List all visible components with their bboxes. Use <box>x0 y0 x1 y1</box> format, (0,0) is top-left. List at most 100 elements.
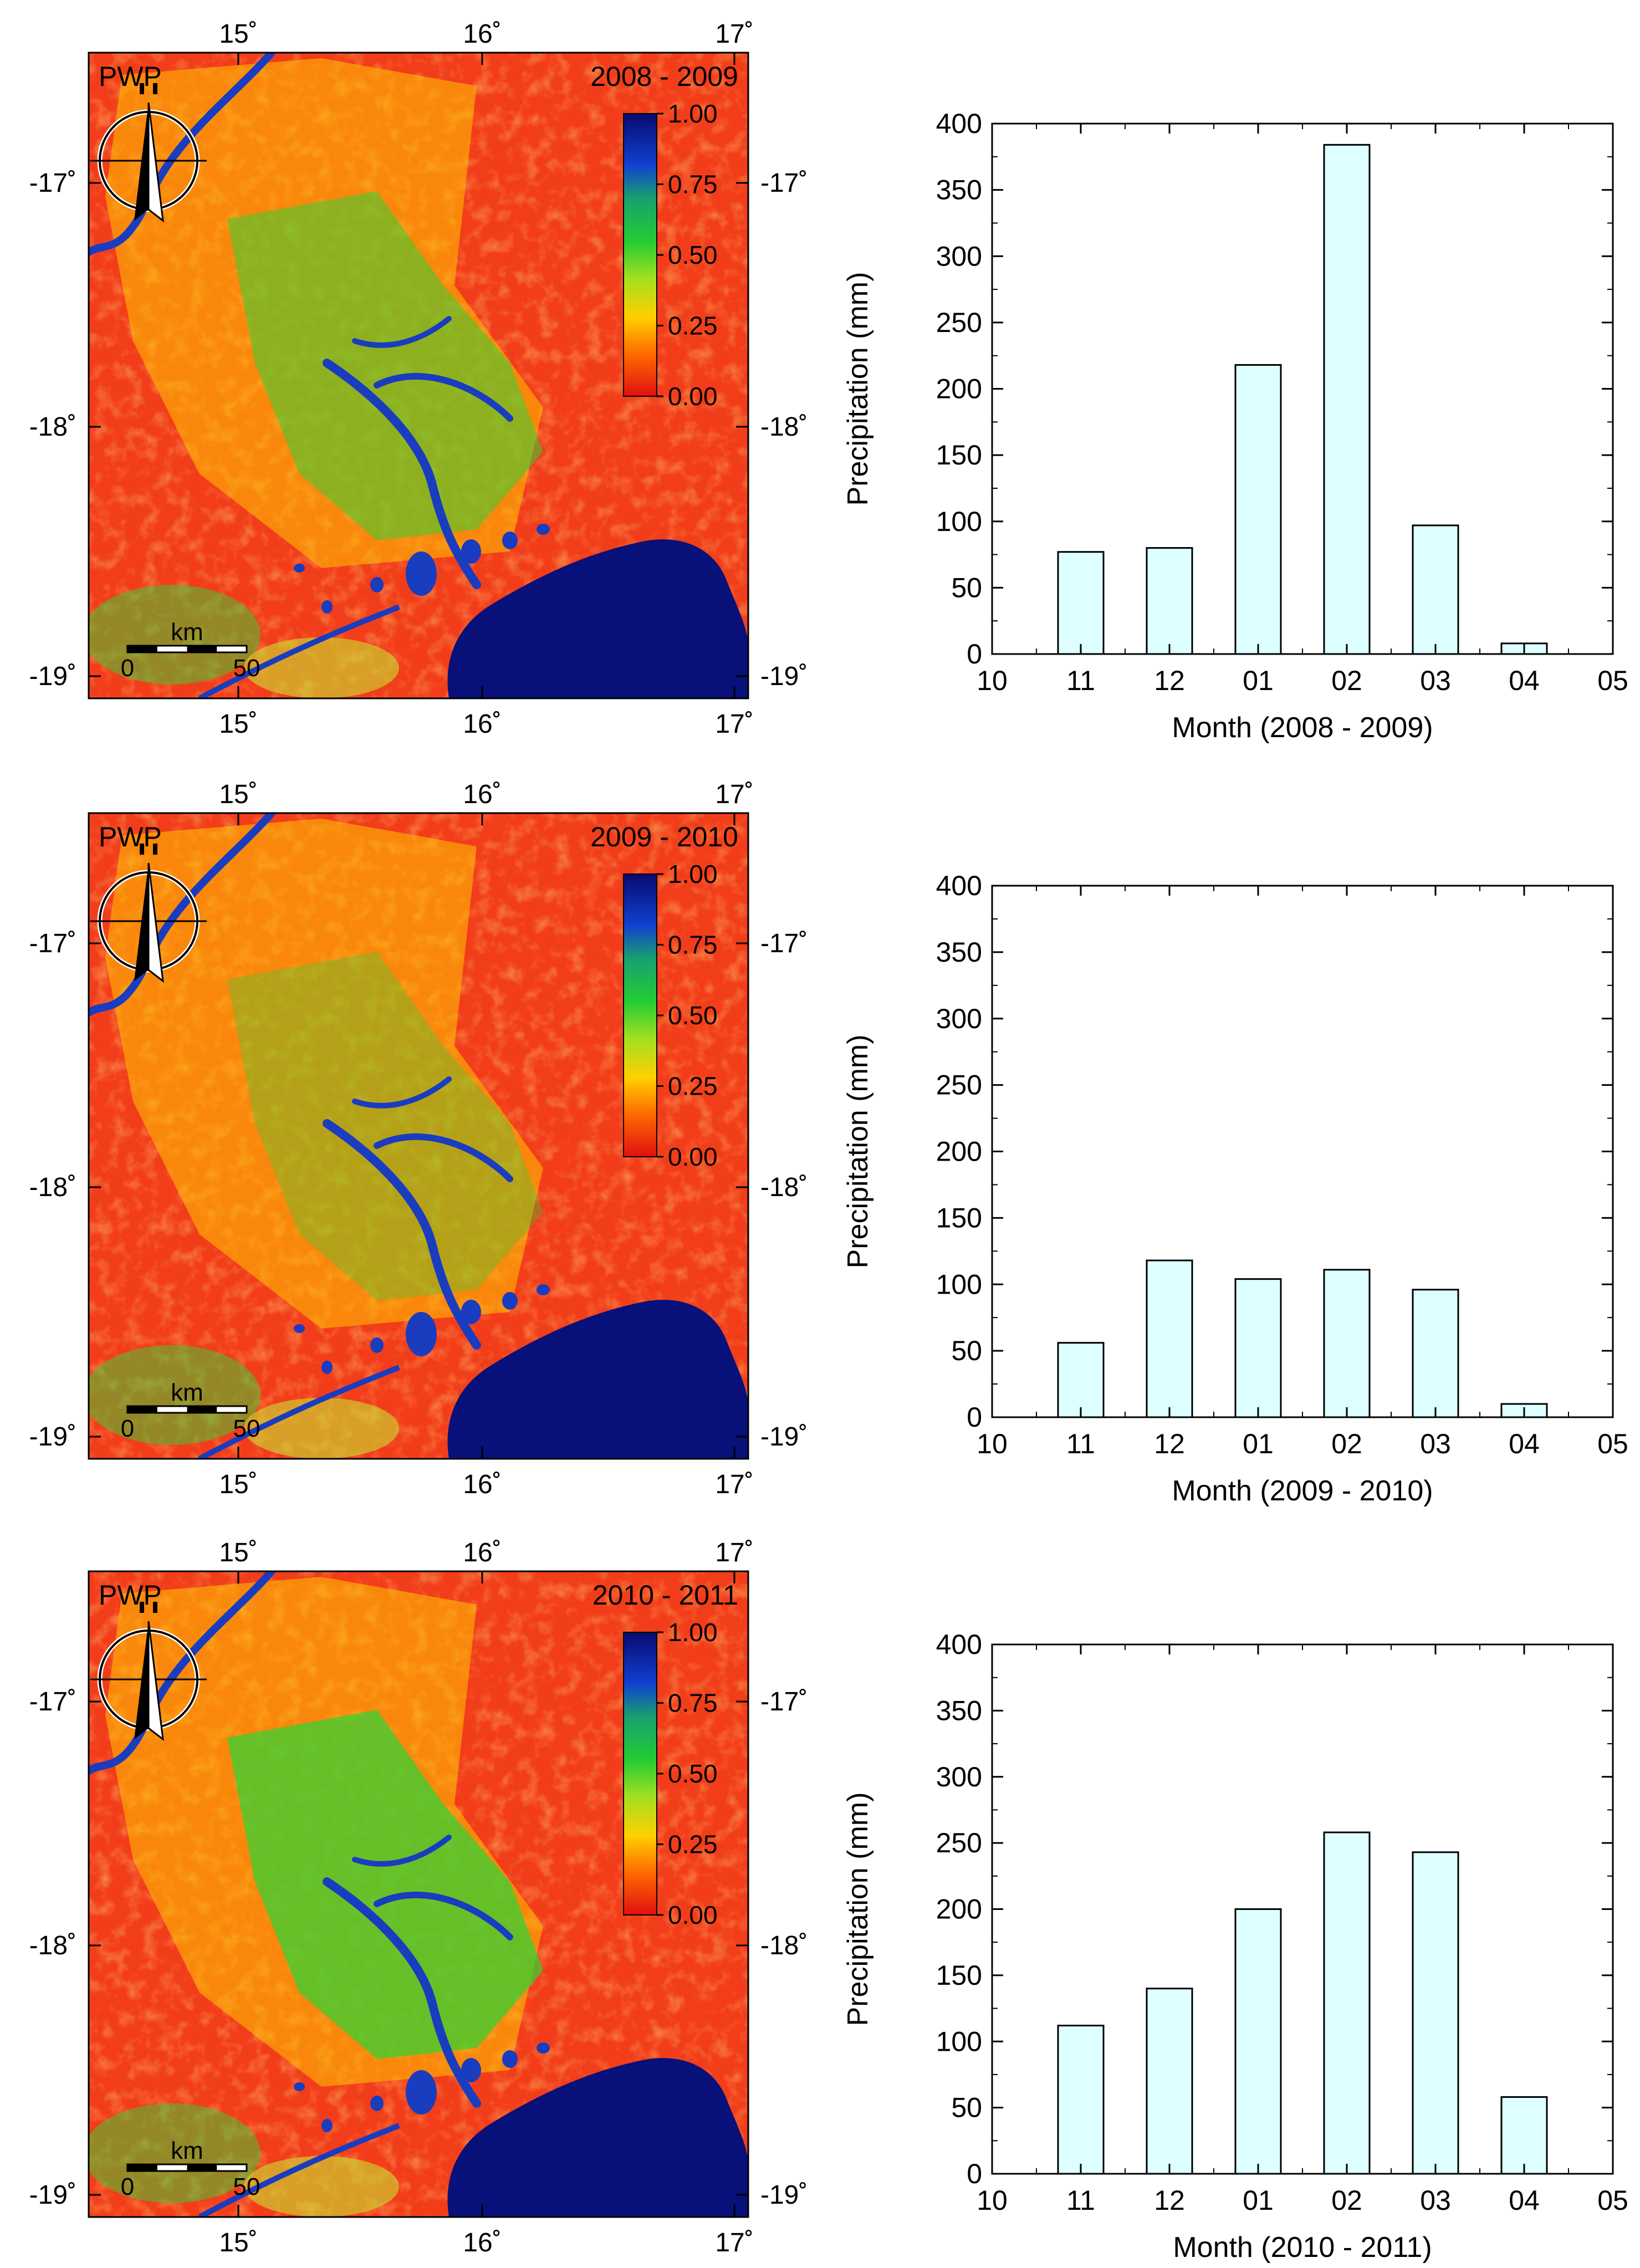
y-tick-label: 400 <box>936 108 982 139</box>
north-n-glyph <box>140 844 144 855</box>
y-axis-label: Precipitation (mm) <box>842 1792 874 2026</box>
pan-lake <box>502 1292 518 1310</box>
y-tick-label: 200 <box>936 374 982 405</box>
pan-lake <box>502 2050 518 2068</box>
x-tick-label: 11 <box>1066 665 1095 696</box>
pan-lake <box>502 532 518 549</box>
y-tick-label: 300 <box>936 241 982 272</box>
bar-chart: 0 50 100 150 200 250 300 350 400 10 11 12 01 02 03 04 05… <box>842 108 1628 744</box>
lon-label-top: 16˚ <box>463 19 501 49</box>
x-tick-label: 12 <box>1154 1428 1185 1459</box>
colorbar <box>623 1632 657 1915</box>
x-tick-label: 12 <box>1154 665 1185 696</box>
north-arrow-icon <box>147 862 164 983</box>
pan-lake <box>537 1284 550 1295</box>
green-region <box>227 191 543 540</box>
x-tick-label: 10 <box>977 2185 1008 2216</box>
green-patch <box>89 1345 260 1445</box>
y-tick-label: 100 <box>936 2026 982 2057</box>
bar <box>1412 1289 1459 1418</box>
colorbar <box>623 113 657 397</box>
lat-label-right: -17˚ <box>760 168 808 198</box>
plot-frame <box>991 885 1614 1418</box>
north-n-glyph <box>140 1602 144 1613</box>
y-tick-label: 200 <box>936 1894 982 1925</box>
pan-lake <box>370 577 384 592</box>
lat-label-left: -19˚ <box>29 2180 76 2210</box>
x-axis-label: Month (2008 - 2009) <box>1172 712 1433 744</box>
pan-lake <box>537 2042 550 2054</box>
lat-label-right: -17˚ <box>760 929 808 958</box>
lon-label-top: 16˚ <box>463 780 501 809</box>
pan-lake <box>370 1337 384 1353</box>
pan-lake <box>370 2096 384 2111</box>
x-tick-label: 05 <box>1597 1428 1628 1459</box>
north-n-glyph <box>140 83 144 94</box>
lon-label-top: 15˚ <box>219 1538 257 1567</box>
pan-lake <box>321 600 333 614</box>
scalebar-end: 50 <box>233 655 260 682</box>
y-tick-label: 50 <box>951 2092 982 2123</box>
colorbar <box>623 874 657 1157</box>
lat-label-left: -17˚ <box>29 1687 76 1717</box>
green-patch <box>244 2156 399 2217</box>
scalebar-segment <box>187 1406 217 1413</box>
north-arrow-icon <box>134 1621 149 1739</box>
green-patch <box>244 637 399 698</box>
y-tick-label: 50 <box>951 572 982 603</box>
y-tick-label: 300 <box>936 1003 982 1034</box>
map-period: 2010 - 2011 <box>592 1580 738 1611</box>
bar <box>1323 144 1371 655</box>
y-tick-label: 0 <box>967 2158 982 2189</box>
x-tick-label: 04 <box>1509 665 1540 696</box>
y-tick-label: 400 <box>936 870 982 901</box>
x-tick-label: 11 <box>1066 1428 1095 1459</box>
pan-lake <box>321 2119 333 2132</box>
x-tick-label: 04 <box>1509 1428 1540 1459</box>
map-frame <box>88 812 749 1460</box>
pan-lake <box>294 2082 305 2091</box>
colorbar-label: 0.75 <box>668 931 718 959</box>
y-tick-label: 300 <box>936 1761 982 1792</box>
map-panel: 15˚ 15˚ 16˚ 16˚ 17˚ 17˚ -17˚ -17˚ -18˚ -18˚ -19˚ -1… <box>29 19 808 739</box>
x-axis-label: Month (2009 - 2010) <box>1172 1475 1433 1507</box>
pan-lake <box>321 1361 333 1374</box>
river-channel <box>323 359 481 589</box>
y-tick-label: 100 <box>936 1269 982 1300</box>
y-tick-label: 250 <box>936 1070 982 1101</box>
salt-pan <box>447 539 748 698</box>
lat-label-left: -18˚ <box>29 412 76 442</box>
x-tick-label: 05 <box>1597 665 1628 696</box>
pan-lake <box>406 2070 437 2114</box>
map-panel: 15˚ 15˚ 16˚ 16˚ 17˚ 17˚ -17˚ -17˚ -18˚ -18˚ -19˚ -1… <box>29 1538 808 2257</box>
map-frame <box>88 1570 749 2218</box>
y-tick-label: 150 <box>936 1960 982 1991</box>
bar <box>1323 1269 1371 1418</box>
scalebar-start: 0 <box>121 2173 134 2200</box>
bar <box>1146 547 1193 655</box>
y-tick-label: 350 <box>936 175 982 206</box>
y-axis-label: Precipitation (mm) <box>842 1035 874 1269</box>
x-tick-label: 03 <box>1420 2185 1451 2216</box>
river-channel <box>198 2123 400 2217</box>
lon-label-top: 15˚ <box>219 19 257 49</box>
river-channel <box>374 372 513 422</box>
yellow-region <box>105 819 543 1329</box>
lat-label-left: -18˚ <box>29 1931 76 1960</box>
river-channel <box>323 1877 481 2108</box>
scalebar-segment <box>127 1406 157 1413</box>
bar-chart: 0 50 100 150 200 250 300 350 400 10 11 12 01 02 03 04 05… <box>842 1629 1628 2264</box>
scalebar-segment <box>187 2164 217 2171</box>
pan-lake <box>294 564 305 573</box>
bar <box>1146 1259 1193 1418</box>
green-region <box>227 952 543 1301</box>
river-channel <box>198 1365 400 1459</box>
x-tick-label: 04 <box>1509 2185 1540 2216</box>
colorbar-label: 0.00 <box>668 382 718 411</box>
y-tick-label: 100 <box>936 506 982 537</box>
lon-label-bottom: 15˚ <box>219 1470 257 1499</box>
colorbar-label: 0.50 <box>668 1001 718 1030</box>
lon-label-top: 17˚ <box>715 19 753 49</box>
lat-label-left: -17˚ <box>29 929 76 958</box>
lat-label-left: -17˚ <box>29 168 76 198</box>
